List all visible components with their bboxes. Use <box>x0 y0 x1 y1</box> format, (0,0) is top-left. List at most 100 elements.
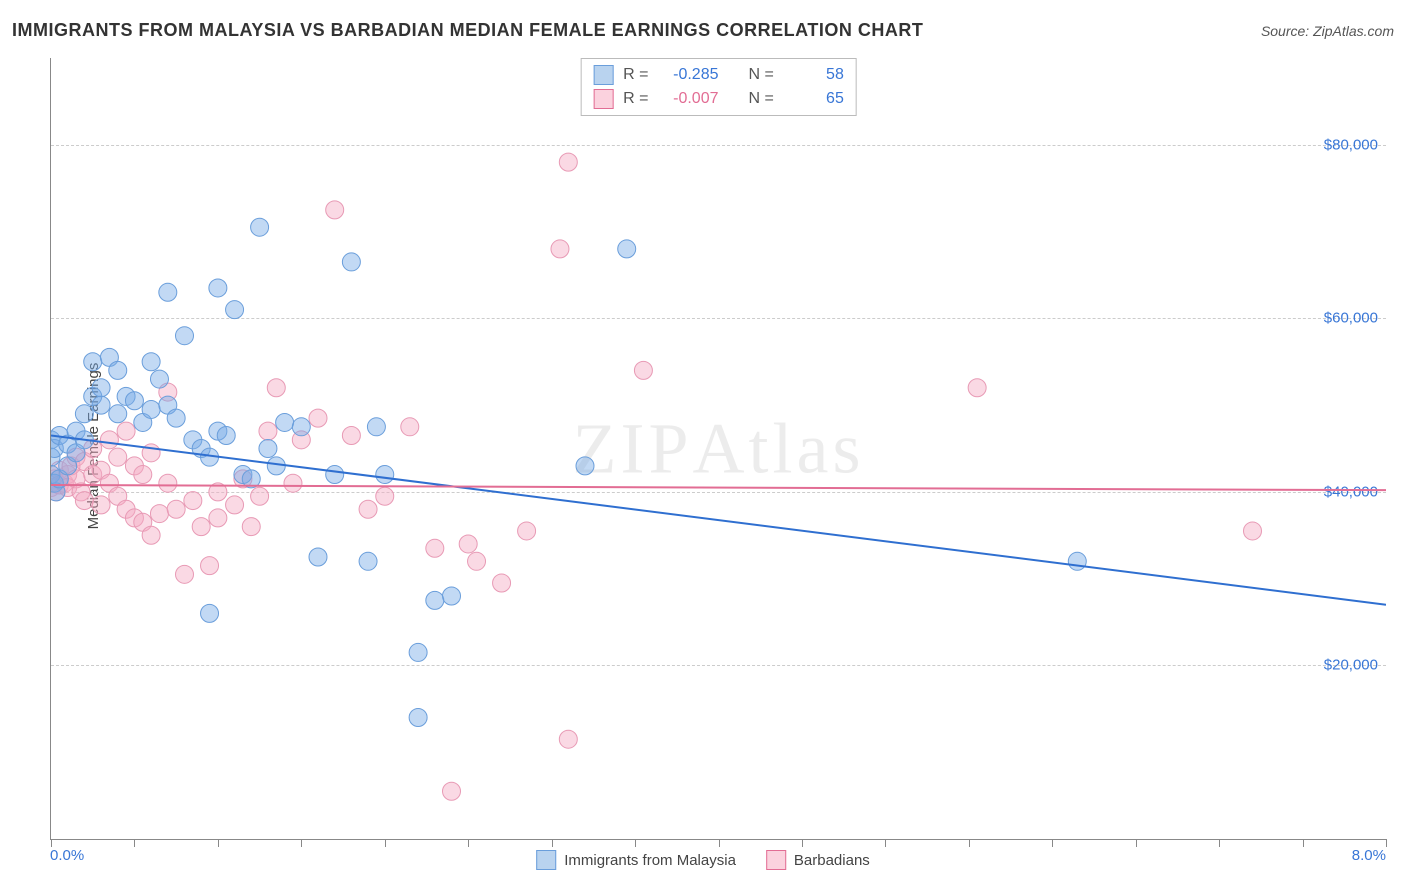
point-barbadians <box>134 466 152 484</box>
point-barbadians <box>100 431 118 449</box>
point-malaysia <box>92 379 110 397</box>
point-barbadians <box>493 574 511 592</box>
x-tick <box>635 839 636 847</box>
n-label: N = <box>749 90 774 108</box>
chart-title: IMMIGRANTS FROM MALAYSIA VS BARBADIAN ME… <box>12 20 923 41</box>
legend-item-malaysia: Immigrants from Malaysia <box>536 850 736 870</box>
point-barbadians <box>326 201 344 219</box>
point-barbadians <box>92 496 110 514</box>
point-malaysia <box>226 301 244 319</box>
point-barbadians <box>468 552 486 570</box>
point-barbadians <box>109 448 127 466</box>
x-tick <box>1136 839 1137 847</box>
point-barbadians <box>551 240 569 258</box>
point-barbadians <box>167 500 185 518</box>
x-tick <box>134 839 135 847</box>
x-tick <box>385 839 386 847</box>
point-malaysia <box>109 361 127 379</box>
point-barbadians <box>968 379 986 397</box>
point-malaysia <box>142 353 160 371</box>
x-tick <box>301 839 302 847</box>
point-barbadians <box>117 422 135 440</box>
x-tick <box>969 839 970 847</box>
x-tick <box>218 839 219 847</box>
point-malaysia <box>359 552 377 570</box>
point-barbadians <box>184 492 202 510</box>
legend-label-barbadians: Barbadians <box>794 852 870 869</box>
point-malaysia <box>167 409 185 427</box>
point-barbadians <box>401 418 419 436</box>
x-tick <box>51 839 52 847</box>
x-tick <box>885 839 886 847</box>
point-barbadians <box>142 526 160 544</box>
plot-area: ZIPAtlas R = -0.285 N = 58 R = -0.007 N … <box>50 58 1386 840</box>
n-value-barbadians: 65 <box>784 90 844 108</box>
x-tick <box>802 839 803 847</box>
point-barbadians <box>150 505 168 523</box>
source-value: ZipAtlas.com <box>1313 23 1394 39</box>
point-barbadians <box>359 500 377 518</box>
x-tick <box>1219 839 1220 847</box>
point-malaysia <box>109 405 127 423</box>
point-malaysia <box>92 396 110 414</box>
point-barbadians <box>559 153 577 171</box>
point-malaysia <box>251 218 269 236</box>
point-barbadians <box>75 492 93 510</box>
point-malaysia <box>1068 552 1086 570</box>
swatch-malaysia <box>593 65 613 85</box>
point-barbadians <box>459 535 477 553</box>
point-barbadians <box>242 518 260 536</box>
point-barbadians <box>251 487 269 505</box>
point-barbadians <box>559 730 577 748</box>
x-tick <box>1386 839 1387 847</box>
n-label: N = <box>749 66 774 84</box>
correlation-row-malaysia: R = -0.285 N = 58 <box>593 63 844 87</box>
source-label: Source: <box>1261 23 1309 39</box>
x-tick <box>468 839 469 847</box>
source-attribution: Source: ZipAtlas.com <box>1261 23 1394 39</box>
point-malaysia <box>159 283 177 301</box>
point-barbadians <box>1244 522 1262 540</box>
point-barbadians <box>309 409 327 427</box>
point-malaysia <box>618 240 636 258</box>
correlation-row-barbadians: R = -0.007 N = 65 <box>593 87 844 111</box>
x-tick <box>1052 839 1053 847</box>
point-malaysia <box>142 400 160 418</box>
point-malaysia <box>326 466 344 484</box>
point-barbadians <box>192 518 210 536</box>
point-barbadians <box>201 557 219 575</box>
n-value-malaysia: 58 <box>784 66 844 84</box>
point-malaysia <box>259 440 277 458</box>
point-barbadians <box>376 487 394 505</box>
point-malaysia <box>150 370 168 388</box>
r-label: R = <box>623 66 648 84</box>
point-malaysia <box>176 327 194 345</box>
point-malaysia <box>292 418 310 436</box>
point-malaysia <box>376 466 394 484</box>
r-label: R = <box>623 90 648 108</box>
x-tick <box>1303 839 1304 847</box>
point-malaysia <box>426 591 444 609</box>
point-malaysia <box>209 279 227 297</box>
legend-label-malaysia: Immigrants from Malaysia <box>564 852 736 869</box>
point-malaysia <box>75 405 93 423</box>
point-malaysia <box>217 426 235 444</box>
point-malaysia <box>276 413 294 431</box>
swatch-malaysia <box>536 850 556 870</box>
legend-item-barbadians: Barbadians <box>766 850 870 870</box>
point-barbadians <box>259 422 277 440</box>
point-malaysia <box>84 353 102 371</box>
scatter-svg <box>51 58 1386 839</box>
point-barbadians <box>267 379 285 397</box>
point-malaysia <box>409 709 427 727</box>
point-barbadians <box>634 361 652 379</box>
x-min-label: 0.0% <box>50 847 84 864</box>
swatch-barbadians <box>766 850 786 870</box>
point-malaysia <box>342 253 360 271</box>
series-legend: Immigrants from Malaysia Barbadians <box>536 850 870 870</box>
x-tick <box>552 839 553 847</box>
point-barbadians <box>209 509 227 527</box>
swatch-barbadians <box>593 89 613 109</box>
point-barbadians <box>443 782 461 800</box>
title-bar: IMMIGRANTS FROM MALAYSIA VS BARBADIAN ME… <box>12 20 1394 41</box>
